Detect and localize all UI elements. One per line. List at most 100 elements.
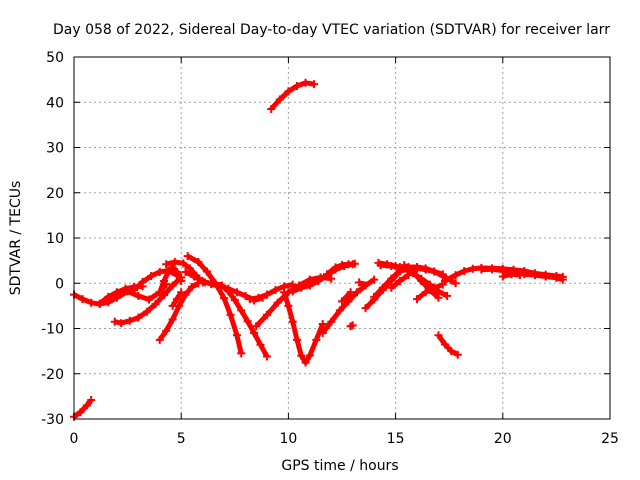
data-point	[530, 271, 539, 280]
series-trace	[415, 282, 444, 302]
data-point	[273, 298, 282, 307]
data-point	[217, 281, 226, 290]
series-arc-19	[322, 259, 359, 279]
data-point	[552, 273, 561, 282]
data-point	[172, 267, 181, 276]
data-point	[558, 275, 567, 284]
data-point	[117, 319, 126, 328]
data-point	[434, 293, 443, 302]
data-point	[104, 292, 113, 301]
data-point	[262, 310, 271, 319]
series-arc-14	[245, 280, 297, 304]
data-point	[262, 290, 271, 299]
data-point	[194, 257, 203, 266]
y-tick-label: -20	[41, 367, 64, 383]
data-point	[168, 301, 177, 310]
data-point	[350, 259, 359, 268]
series-trace	[436, 333, 460, 357]
data-point	[250, 329, 259, 338]
data-point	[168, 263, 177, 272]
data-point	[142, 307, 151, 316]
data-point	[430, 267, 439, 276]
data-point	[87, 395, 96, 404]
data-point	[438, 270, 447, 279]
data-point	[413, 295, 422, 304]
data-point	[378, 283, 387, 292]
data-point	[172, 295, 181, 304]
data-point	[181, 290, 190, 299]
data-point	[177, 276, 186, 285]
data-point	[453, 350, 462, 359]
data-point	[267, 105, 276, 114]
y-tick-label: 20	[46, 186, 64, 202]
data-point	[395, 276, 404, 285]
data-point	[305, 281, 314, 290]
data-point	[477, 265, 486, 274]
data-point	[162, 260, 171, 269]
x-tick-label: 5	[177, 431, 186, 447]
data-point	[177, 288, 186, 297]
x-tick-label: 20	[494, 431, 512, 447]
data-point	[226, 310, 235, 319]
tick-labels: 0 5 10 15 20 25 -30 -20 -10 0 10 20 30 40 50	[41, 50, 619, 447]
data-point	[292, 81, 301, 90]
data-point	[252, 322, 261, 331]
data-point	[305, 351, 314, 360]
data-point	[220, 294, 229, 303]
series-arc-20	[346, 321, 357, 331]
data-point	[421, 288, 430, 297]
data-point	[160, 276, 169, 285]
data-point	[284, 301, 293, 310]
data-point	[288, 280, 297, 289]
data-point	[498, 272, 507, 281]
data-point	[327, 317, 336, 326]
y-tick-label: 0	[55, 276, 64, 292]
data-point	[451, 271, 460, 280]
y-tick-label: 50	[46, 50, 64, 66]
data-point	[243, 317, 252, 326]
data-point	[185, 264, 194, 273]
series-arc-22	[355, 278, 368, 290]
data-point	[202, 267, 211, 276]
grid	[74, 57, 610, 419]
data-point	[155, 267, 164, 276]
plot-frame	[73, 56, 611, 420]
data-point	[361, 304, 370, 313]
data-point	[271, 286, 280, 295]
data-point	[112, 288, 121, 297]
series-trace	[340, 290, 353, 304]
data-point	[417, 276, 426, 285]
data-point	[331, 263, 340, 272]
series-trace	[72, 282, 169, 307]
data-point	[421, 265, 430, 274]
y-tick-label: -30	[41, 412, 64, 428]
data-point	[310, 80, 319, 89]
data-point	[387, 262, 396, 271]
series-arc-9	[168, 288, 186, 310]
x-tick-label: 15	[387, 431, 405, 447]
data-point	[318, 319, 327, 328]
data-point	[181, 267, 190, 276]
series-arc-21	[338, 288, 355, 306]
data-point	[280, 288, 289, 297]
data-point	[134, 313, 143, 322]
data-point	[230, 295, 239, 304]
series-arc-15	[280, 288, 327, 367]
data-point	[200, 278, 209, 287]
y-tick-label: -10	[41, 322, 64, 338]
data-point	[155, 288, 164, 297]
data-point	[314, 276, 323, 285]
data-point	[468, 264, 477, 273]
data-point	[147, 272, 156, 281]
x-tick-label: 25	[601, 431, 619, 447]
data-point	[76, 408, 85, 417]
y-tick-label: 40	[46, 95, 64, 111]
data-point	[87, 298, 96, 307]
x-tick-label: 0	[70, 431, 79, 447]
series-arc-28	[387, 271, 413, 292]
data-point	[284, 87, 293, 96]
chart-title: Day 058 of 2022, Sidereal Day-to-day VTE…	[53, 22, 610, 38]
data-point	[179, 259, 188, 268]
data-point	[335, 306, 344, 315]
